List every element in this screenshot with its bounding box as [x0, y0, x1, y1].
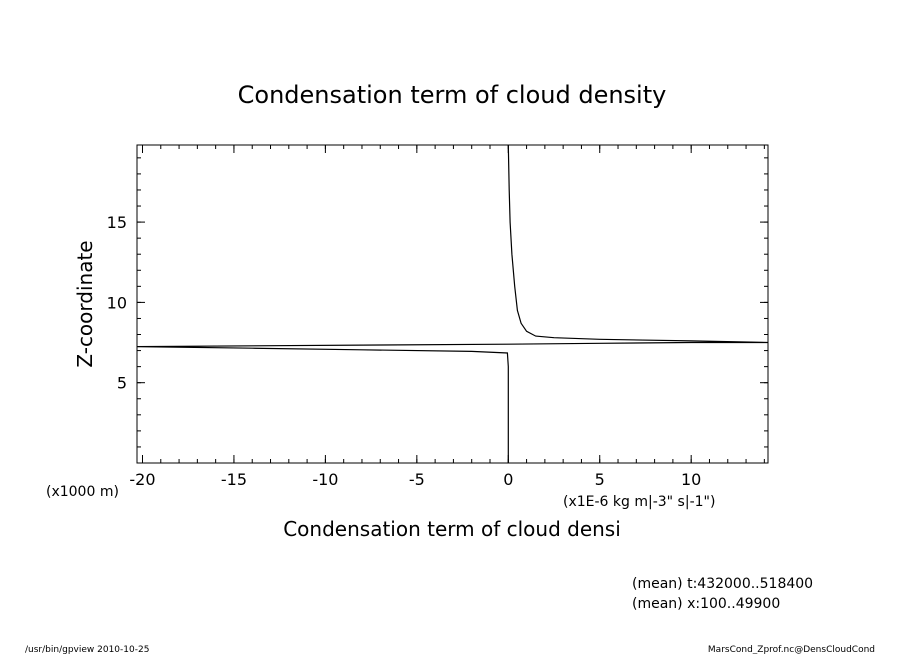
- x-unit-label: (x1E-6 kg m|-3" s|-1"): [563, 494, 715, 510]
- minor-ticks: [137, 145, 768, 464]
- x-tick-label: -10: [312, 470, 338, 489]
- x-tick-label: 5: [595, 470, 605, 489]
- x-tick-label: 0: [503, 470, 513, 489]
- note-x-mean: (mean) x:100..49900: [632, 596, 780, 612]
- footer-right: MarsCond_Zprof.nc@DensCloudCond: [708, 645, 875, 654]
- x-tick-label: 10: [681, 470, 701, 489]
- x-tick-labels: -20 -15 -10 -5 0 5 10: [129, 470, 701, 489]
- x-tick-label: -5: [409, 470, 425, 489]
- chart-title: Condensation term of cloud density: [238, 81, 667, 109]
- y-tick-label: 5: [117, 374, 127, 393]
- y-unit-label: (x1000 m): [46, 484, 119, 500]
- major-ticks: [137, 145, 768, 463]
- plot-area: -20 -15 -10 -5 0 5 10 5 10 15: [107, 144, 769, 489]
- y-tick-labels: 5 10 15: [107, 213, 127, 393]
- series-line: [136, 144, 769, 463]
- y-tick-label: 15: [107, 213, 127, 232]
- series-group: [136, 144, 769, 463]
- x-axis-label: Condensation term of cloud densi: [283, 517, 621, 541]
- note-time-mean: (mean) t:432000..518400: [632, 576, 813, 592]
- x-tick-label: -20: [129, 470, 155, 489]
- footer-left: /usr/bin/gpview 2010-10-25: [25, 645, 149, 654]
- x-tick-label: -15: [221, 470, 247, 489]
- plot-frame: [136, 144, 769, 464]
- y-axis-label: Z-coordinate: [73, 240, 97, 367]
- y-tick-label: 10: [107, 293, 127, 312]
